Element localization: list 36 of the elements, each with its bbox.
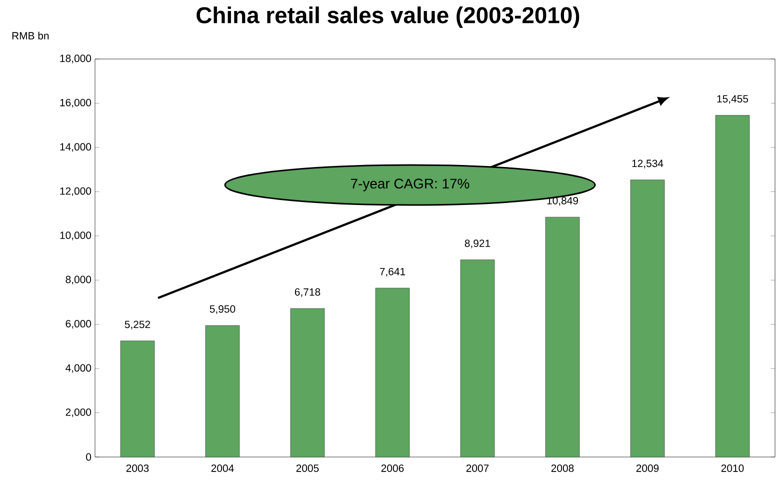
bar — [545, 216, 580, 458]
bar — [630, 180, 665, 458]
y-tick-label: 8,000 — [66, 276, 92, 284]
bar — [460, 260, 495, 458]
y-tick-label: 16,000 — [60, 98, 92, 108]
data-label: 7,641 — [380, 268, 406, 277]
y-tick-label: 14,000 — [60, 143, 92, 152]
x-tick-label: 2010 — [721, 464, 744, 472]
data-label: 12,534 — [632, 160, 664, 168]
x-tick-label: 2004 — [211, 464, 234, 472]
x-tick-label: 2005 — [296, 464, 319, 472]
bar — [205, 325, 240, 458]
x-tick-label: 2007 — [466, 464, 489, 472]
data-label: 5,252 — [124, 320, 150, 330]
annotation: 7-year CAGR: 17% — [351, 178, 470, 192]
chart-title: China retail sales value (2003-2010) — [196, 6, 580, 28]
data-label: 8,921 — [464, 240, 490, 248]
bar — [715, 115, 750, 458]
bar — [120, 340, 155, 458]
bar — [375, 288, 410, 458]
x-tick-label: 2003 — [126, 464, 149, 472]
y-tick-label: 10,000 — [60, 232, 92, 240]
data-label: 5,950 — [210, 305, 236, 314]
y-tick-label: 4,000 — [66, 364, 92, 373]
data-label: 6,718 — [294, 288, 320, 297]
y-axis-title: RMB bn — [12, 32, 49, 40]
y-tick-label: 12,000 — [60, 187, 92, 196]
y-tick-label: 0 — [86, 453, 92, 461]
x-tick-label: 2008 — [551, 464, 574, 472]
y-tick-label: 6,000 — [66, 320, 92, 329]
y-tick-label: 18,000 — [60, 54, 92, 64]
bar — [290, 308, 325, 458]
y-tick-label: 2,000 — [66, 408, 92, 418]
x-tick-label: 2009 — [636, 464, 659, 472]
x-tick-label: 2006 — [381, 464, 404, 472]
data-label: 15,455 — [717, 95, 748, 104]
